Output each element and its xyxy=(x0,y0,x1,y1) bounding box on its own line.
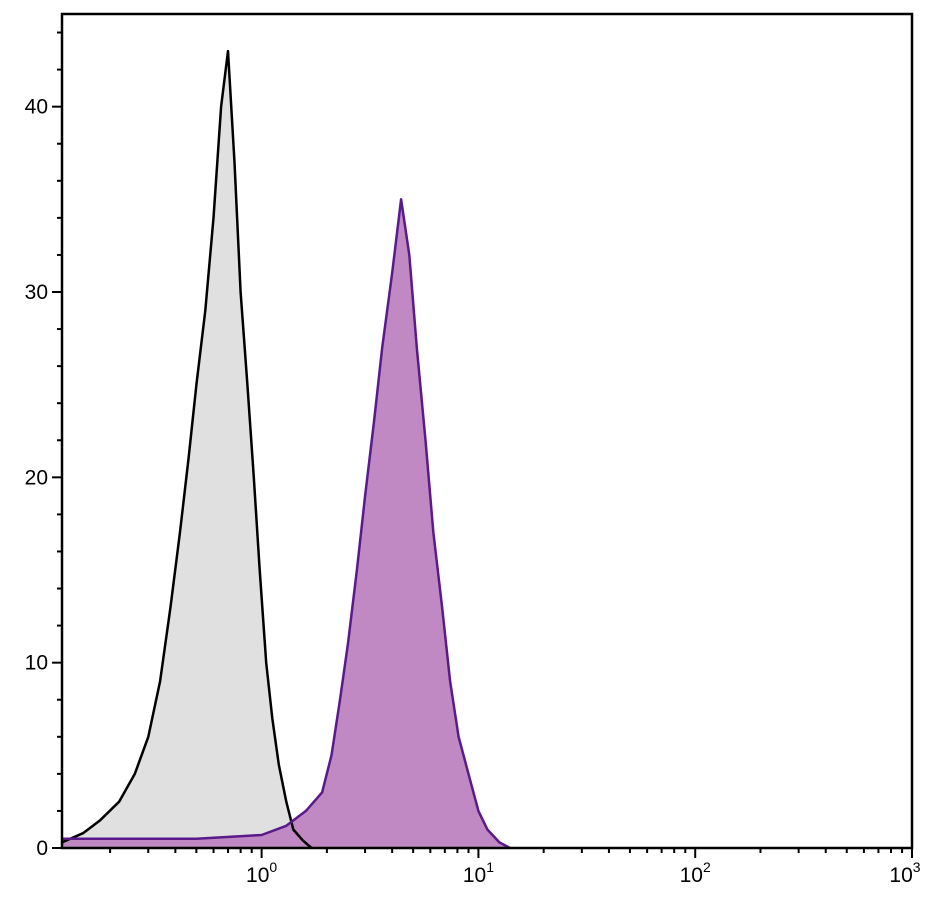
series-2-line xyxy=(62,198,511,850)
series-lines xyxy=(61,49,511,850)
y-tick-label: 30 xyxy=(25,281,48,304)
x-tick-label: 101 xyxy=(463,859,494,887)
x-tick-label: 102 xyxy=(680,859,711,887)
series-fills xyxy=(62,51,511,849)
series-1-line xyxy=(61,49,313,849)
y-tick-label: 10 xyxy=(25,652,48,675)
x-tick-label: 103 xyxy=(889,859,920,887)
series-1-area xyxy=(62,51,312,849)
y-tick-label: 20 xyxy=(25,466,48,489)
x-tick-label: 100 xyxy=(246,859,277,887)
y-tick-label: 40 xyxy=(25,96,48,119)
y-axis: 0 10 20 30 40 xyxy=(25,31,62,860)
series-2-area xyxy=(62,199,511,849)
y-tick-label: 0 xyxy=(36,837,48,860)
x-axis: 100 101 102 103 xyxy=(109,848,921,887)
plot-frame xyxy=(60,12,914,850)
